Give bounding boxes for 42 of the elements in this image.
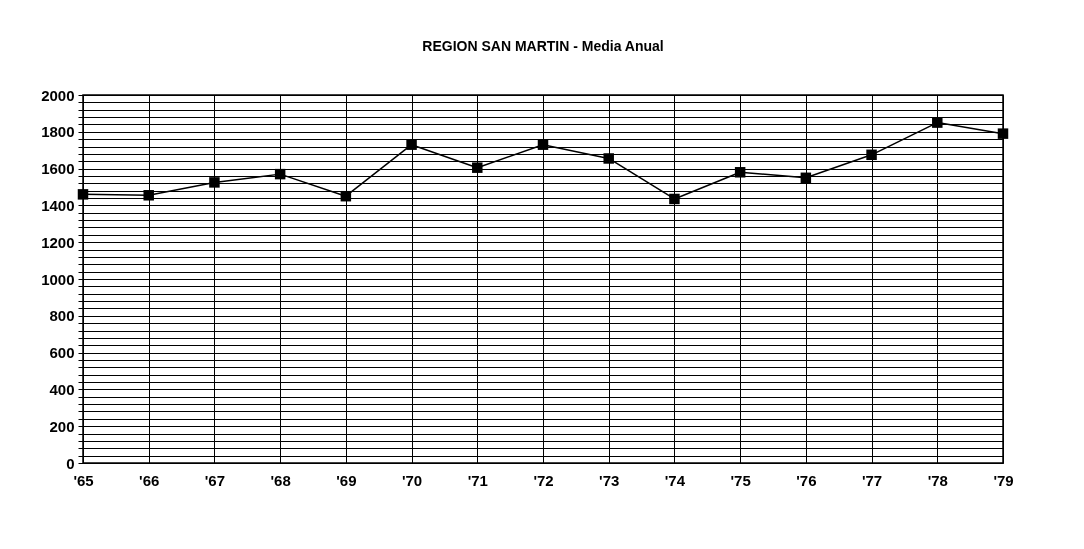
point <box>669 193 680 205</box>
point <box>537 139 549 150</box>
point <box>340 190 352 202</box>
point <box>866 149 877 161</box>
y-tick-label: 200 <box>49 417 75 435</box>
point <box>800 172 812 184</box>
y-tick-label: 1000 <box>41 270 75 288</box>
x-tick-label: '71 <box>467 471 488 489</box>
point <box>932 117 943 128</box>
y-tick-label: 400 <box>49 380 75 398</box>
x-tick-label: '67 <box>204 471 226 489</box>
point <box>406 139 417 150</box>
point <box>77 189 89 200</box>
x-tick-label: '73 <box>599 471 620 489</box>
point <box>997 128 1009 139</box>
x-tick-label: '66 <box>139 471 160 489</box>
point <box>274 168 286 180</box>
x-tick-label: '75 <box>730 471 751 489</box>
x-tick-label: '70 <box>401 471 423 489</box>
y-tick-label: 1800 <box>41 123 75 141</box>
y-tick-label: 1200 <box>41 233 75 251</box>
point <box>603 153 614 164</box>
chart-title: REGION SAN MARTIN - Media Anual <box>422 38 664 54</box>
x-tick-label: '69 <box>336 471 357 489</box>
x-tick-label: '78 <box>927 471 948 489</box>
x-tick-label: '76 <box>796 471 817 489</box>
point <box>143 190 154 201</box>
y-tick-label: 600 <box>49 344 75 362</box>
y-tick-label: 800 <box>49 307 75 325</box>
point <box>472 162 483 173</box>
y-tick-label: 0 <box>66 454 75 472</box>
y-tick-label: 1400 <box>41 196 75 214</box>
x-tick-label: '79 <box>993 471 1014 489</box>
y-tick-label: 1600 <box>41 160 75 178</box>
y-tick-label: 2000 <box>41 86 75 104</box>
x-tick-label: '72 <box>533 471 554 489</box>
point <box>734 167 746 178</box>
x-tick-label: '74 <box>664 471 686 489</box>
x-tick-label: '65 <box>73 471 94 489</box>
x-tick-label: '77 <box>861 471 883 489</box>
x-tick-label: '68 <box>270 471 291 489</box>
point <box>209 177 220 188</box>
